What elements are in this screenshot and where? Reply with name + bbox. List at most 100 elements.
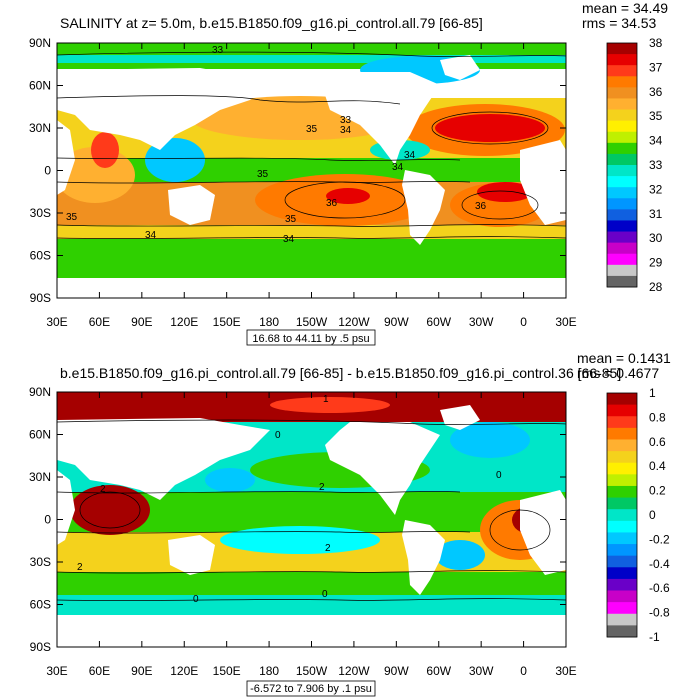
colorbar-swatch bbox=[607, 625, 637, 638]
colorbar-swatch bbox=[607, 602, 637, 615]
colorbar-swatch bbox=[607, 198, 637, 210]
x-tick-label: 0 bbox=[520, 664, 527, 678]
colorbar-label: -0.6 bbox=[649, 581, 670, 595]
x-tick-label: 90E bbox=[131, 664, 152, 678]
contour-label: 36 bbox=[326, 198, 338, 209]
stat-mean: mean = 0.1431 bbox=[577, 350, 671, 366]
y-tick-label: 60N bbox=[29, 428, 51, 442]
contour-line bbox=[284, 181, 406, 219]
y-tick-label: 30S bbox=[30, 555, 51, 569]
colorbar-swatch bbox=[607, 427, 637, 440]
contour-info-box bbox=[246, 680, 376, 697]
x-tick-label: 30E bbox=[46, 664, 67, 678]
colorbar-labels: 1 0.8 0.6 0.4 0.2 0 -0.2 -0.4 -0.6 -0.8 -1 bbox=[649, 386, 670, 644]
colorbar-label: 37 bbox=[649, 60, 663, 74]
arctic-pacific-max bbox=[270, 397, 390, 413]
contour-info-box bbox=[246, 329, 376, 346]
x-tick-label: 150E bbox=[213, 315, 241, 329]
indian-ocean-max bbox=[70, 485, 150, 535]
contour-label: 34 bbox=[283, 234, 295, 245]
contour-line bbox=[57, 157, 461, 161]
colorbar-swatch bbox=[607, 416, 637, 429]
colorbar-labels: 38 37 36 35 34 33 32 31 30 29 28 bbox=[649, 36, 663, 294]
contour-label: 34 bbox=[145, 230, 157, 241]
contour-line bbox=[431, 111, 549, 145]
contour-labels: 33 33 34 35 35 34 34 36 35 35 36 34 34 bbox=[66, 45, 487, 245]
y-tick-label: 60S bbox=[30, 249, 51, 263]
colorbar-swatch bbox=[607, 451, 637, 464]
x-tick-label: 60W bbox=[426, 315, 451, 329]
x-tick-label: 120W bbox=[338, 315, 370, 329]
colorbar-swatch bbox=[607, 253, 637, 266]
y-tick-label: 90S bbox=[30, 291, 51, 305]
west-pacific-min bbox=[205, 468, 255, 492]
colorbar-swatch bbox=[607, 532, 637, 545]
colorbar-label: 29 bbox=[649, 256, 663, 270]
colorbar bbox=[606, 42, 638, 288]
south-transition-band bbox=[57, 225, 566, 239]
colorbar-swatch bbox=[607, 393, 637, 406]
colorbar-label: 1 bbox=[649, 386, 656, 400]
contour-info-text: 16.68 to 44.11 by .5 psu bbox=[252, 333, 369, 345]
colorbar-swatch bbox=[607, 98, 637, 110]
contour-label: 0 bbox=[193, 594, 199, 605]
colorbar-swatch bbox=[607, 567, 637, 580]
contour-line bbox=[79, 491, 141, 529]
south-atlantic-max bbox=[477, 182, 533, 202]
x-tick-label: 120E bbox=[170, 664, 198, 678]
land-eurasia bbox=[57, 418, 270, 500]
colorbar-swatch bbox=[607, 120, 637, 133]
colorbar-swatch bbox=[607, 497, 637, 510]
x-tick-label: 120E bbox=[170, 315, 198, 329]
contour-line bbox=[57, 51, 566, 57]
y-tick-label: 0 bbox=[44, 513, 51, 527]
contour-label: 35 bbox=[306, 124, 318, 135]
colorbar-swatch bbox=[607, 165, 637, 177]
panel-difference: b.e15.B1850.f09_g16.pi_control.all.79 [6… bbox=[29, 350, 671, 697]
x-tick-label: 180 bbox=[259, 664, 279, 678]
y-tick-label: 0 bbox=[44, 164, 51, 178]
contour-label: 34 bbox=[340, 125, 352, 136]
contour-label: 0 bbox=[275, 430, 281, 441]
colorbar-swatch bbox=[607, 485, 637, 498]
x-tick-label: 60W bbox=[426, 664, 451, 678]
colorbar-swatch bbox=[607, 142, 637, 155]
contour-label: 2 bbox=[100, 484, 106, 495]
colorbar-swatch bbox=[607, 242, 637, 255]
x-tick-label: 90E bbox=[131, 315, 152, 329]
contour-label: 33 bbox=[212, 45, 224, 56]
colorbar-label: 0.2 bbox=[649, 484, 666, 498]
colorbar-label: 0.4 bbox=[649, 459, 666, 473]
south-pacific-min bbox=[220, 526, 380, 554]
colorbar-label: 35 bbox=[649, 109, 663, 123]
contour-lines bbox=[57, 51, 566, 239]
x-tick-label: 150W bbox=[296, 664, 328, 678]
colorbar-swatch bbox=[607, 54, 637, 66]
contour-label: 1 bbox=[323, 394, 329, 405]
land-africa-east bbox=[520, 140, 566, 225]
x-tick-label: 60E bbox=[89, 315, 110, 329]
contour-line bbox=[57, 491, 461, 494]
map-field: 1 0 2 2 2 0 0 2 0 bbox=[57, 392, 566, 647]
contour-label: 2 bbox=[325, 543, 331, 554]
colorbar-swatch bbox=[607, 439, 637, 452]
colorbar-swatch bbox=[607, 176, 637, 188]
colorbar-label: 36 bbox=[649, 85, 663, 99]
colorbar-label: 0.8 bbox=[649, 410, 666, 424]
land-greenland bbox=[440, 55, 480, 80]
x-axis-labels: 30E 60E 90E 120E 150E 180 150W 120W 90W 60W 30W 0 30… bbox=[46, 315, 576, 329]
colorbar-swatch bbox=[607, 613, 637, 626]
south-pacific-max bbox=[326, 188, 370, 204]
land-africa-west bbox=[57, 470, 75, 545]
land-eurasia bbox=[57, 68, 270, 150]
colorbar-swatch bbox=[607, 43, 637, 55]
contour-line bbox=[57, 570, 566, 574]
contour-labels: 1 0 2 2 2 0 0 2 0 bbox=[77, 394, 502, 605]
contour-label: 35 bbox=[285, 214, 297, 225]
contour-label: 34 bbox=[392, 162, 404, 173]
contour-label: 35 bbox=[66, 212, 78, 223]
colorbar-swatch bbox=[607, 65, 637, 77]
land-south-america bbox=[402, 170, 445, 245]
y-tick-label: 30N bbox=[29, 121, 51, 135]
